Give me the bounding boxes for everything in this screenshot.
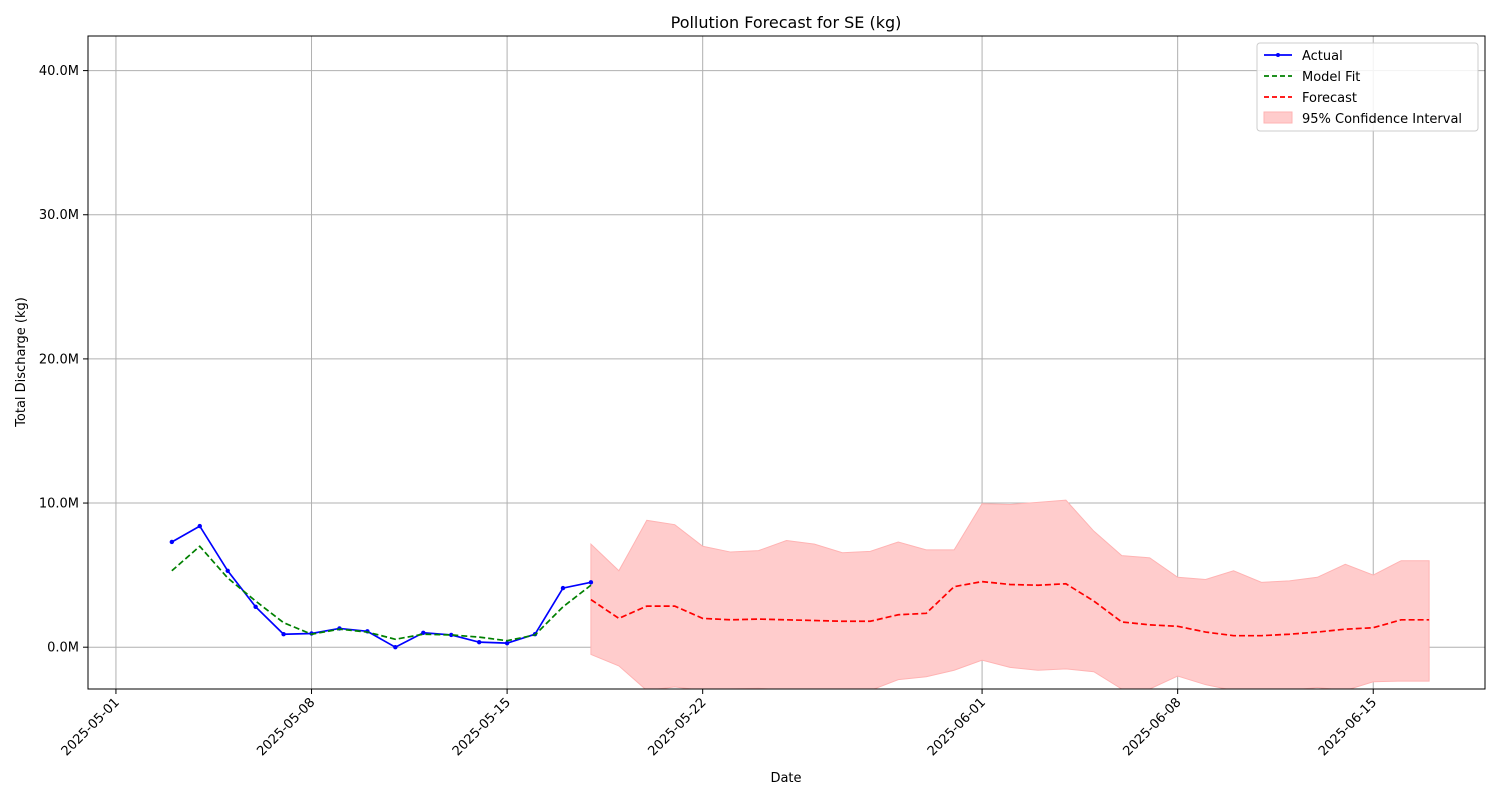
actual-point	[225, 568, 230, 573]
actual-point	[449, 632, 454, 638]
legend: Actual Model Fit Forecast 95% Confidence…	[1256, 42, 1479, 132]
chart-title: Pollution Forecast for SE (kg)	[671, 13, 902, 32]
confidence-band	[590, 499, 1430, 689]
actual-point	[253, 604, 258, 610]
y-axis-ticks: 0.0M 10.0M 20.0M 30.0M 40.0M	[39, 64, 88, 656]
x-tick-label: 2025-06-15	[1316, 695, 1380, 759]
actual-point	[197, 523, 202, 529]
series-lines	[169, 523, 1430, 650]
plot-frame	[87, 35, 1486, 690]
x-tick-label: 2025-05-22	[645, 695, 709, 759]
x-tick-label: 2025-05-08	[254, 695, 318, 759]
model-fit-line	[171, 545, 592, 642]
y-tick-label: 10.0M	[39, 497, 79, 512]
actual-point	[560, 585, 566, 591]
y-axis-label: Total Discharge (kg)	[14, 297, 29, 428]
y-tick-label: 20.0M	[39, 352, 79, 367]
confidence-interval-band	[590, 499, 1430, 689]
x-axis-label: Date	[770, 771, 801, 786]
forecast-line	[590, 580, 1430, 637]
actual-point	[169, 539, 175, 545]
x-tick-label: 2025-06-01	[925, 695, 989, 759]
x-tick-label: 2025-05-15	[450, 695, 514, 759]
actual-point	[393, 644, 398, 650]
legend-label-actual: Actual	[1302, 49, 1343, 64]
legend-swatch-ci	[1263, 111, 1293, 124]
legend-box	[1256, 42, 1479, 132]
actual-line	[171, 524, 592, 649]
y-tick-label: 0.0M	[47, 641, 79, 656]
x-tick-label: 2025-05-01	[59, 695, 123, 759]
legend-label-fit: Model Fit	[1302, 70, 1360, 85]
x-axis-ticks: 2025-05-01 2025-05-08 2025-05-15 2025-05-22…	[59, 689, 1380, 759]
grid	[88, 36, 1485, 689]
actual-point	[281, 632, 286, 637]
legend-label-ci: 95% Confidence Interval	[1302, 112, 1462, 127]
legend-marker-actual	[1276, 53, 1280, 57]
x-tick-label: 2025-06-08	[1120, 695, 1184, 759]
plot-area	[87, 35, 1486, 690]
actual-point	[588, 580, 594, 585]
y-tick-label: 40.0M	[39, 64, 79, 79]
actual-point	[504, 640, 510, 646]
legend-label-forecast: Forecast	[1302, 91, 1357, 106]
actual-point	[476, 639, 482, 645]
y-tick-label: 30.0M	[39, 208, 79, 223]
